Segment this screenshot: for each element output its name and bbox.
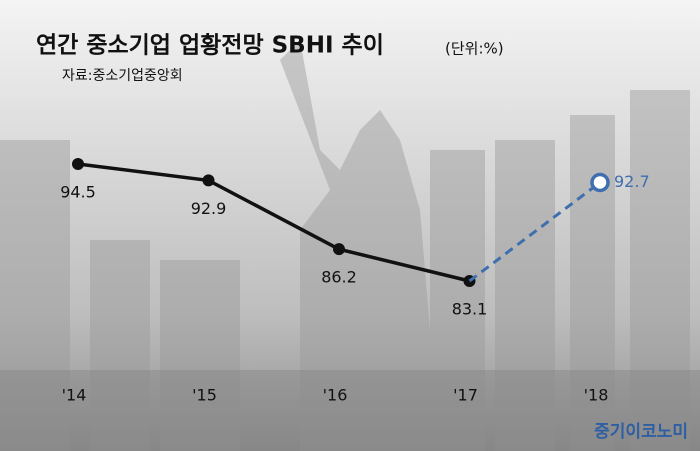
x-tick-label: '16 (323, 386, 348, 405)
value-label: 92.7 (614, 172, 650, 191)
x-tick-label: '14 (62, 386, 87, 405)
x-tick-label: '17 (453, 386, 478, 405)
source: 자료:중소기업중앙회 (62, 68, 183, 84)
x-tick-label: '18 (584, 386, 609, 405)
point-marker (590, 172, 610, 193)
value-label: 94.5 (60, 183, 96, 202)
watermark: 중기이코노미 (594, 422, 688, 442)
value-label: 83.1 (452, 300, 488, 319)
chart-title: 연간 중소기업 업황전망 SBHI 추이 (36, 33, 384, 59)
city-silhouette (0, 40, 690, 451)
point-marker (72, 158, 84, 170)
series-line (77, 162, 470, 283)
series-line (468, 181, 601, 283)
chart-subtitle: (단위:%) (445, 40, 504, 58)
value-label: 92.9 (191, 199, 227, 218)
value-label: 86.2 (321, 268, 357, 287)
point-marker (333, 243, 345, 256)
point-marker (202, 174, 215, 187)
ground (0, 370, 700, 451)
x-tick-label: '15 (192, 386, 217, 405)
